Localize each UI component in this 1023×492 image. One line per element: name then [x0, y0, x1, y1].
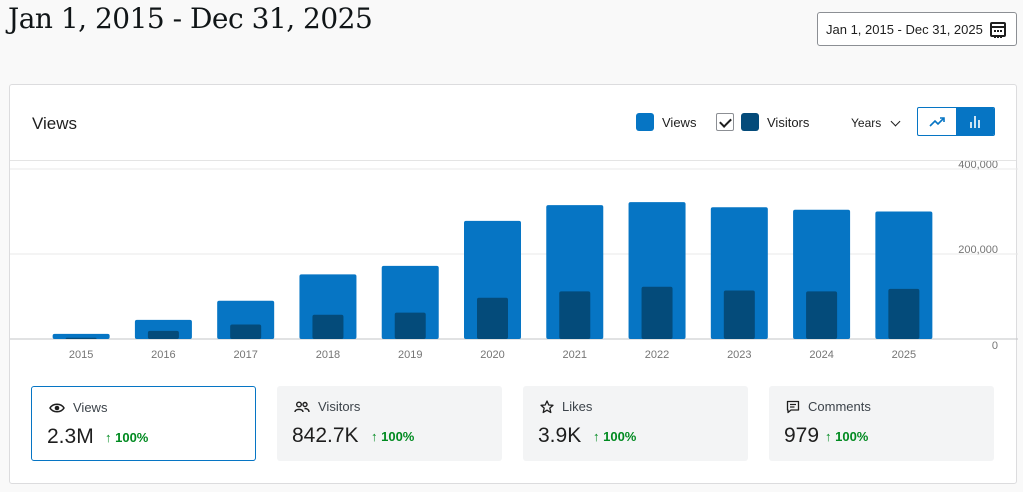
legend-visitors-label: Visitors — [767, 114, 810, 130]
views-bar-chart: 0 200,000 400,000 2015 2016 2017 2018 2019 2020 2… — [10, 161, 1018, 361]
bar-chart-button[interactable] — [956, 108, 994, 135]
bar-visitors-2019[interactable] — [394, 312, 426, 339]
tile-likes-label-row: Likes — [540, 399, 592, 414]
x-tick-label: 2025 — [892, 349, 916, 361]
date-range-button[interactable]: Jan 1, 2015 - Dec 31, 2025 — [817, 12, 1017, 46]
tile-comments-value: 979 — [784, 424, 820, 447]
tile-likes-label: Likes — [562, 399, 593, 414]
tile-visitors[interactable]: Visitors 842.7K ↑ 100% — [277, 386, 502, 461]
visitors-checkbox[interactable] — [716, 113, 734, 131]
legend-views: Views — [636, 113, 696, 131]
chevron-down-icon — [890, 116, 901, 126]
x-tick-label: 2024 — [809, 349, 833, 361]
bar-visitors-2017[interactable] — [230, 324, 262, 339]
views-swatch — [636, 113, 654, 131]
tile-views-change: ↑ 100% — [105, 430, 149, 445]
period-select[interactable]: Years — [851, 116, 901, 130]
page-title: Jan 1, 2015 - Dec 31, 2025 — [8, 2, 373, 35]
x-tick-label: 2022 — [645, 349, 669, 361]
calendar-icon — [990, 22, 1006, 38]
bar-visitors-2024[interactable] — [806, 291, 838, 339]
bar-visitors-2020[interactable] — [477, 297, 508, 339]
y-tick-label: 400,000 — [958, 161, 998, 171]
tile-visitors-label: Visitors — [318, 399, 361, 414]
x-tick-label: 2019 — [398, 349, 422, 361]
tile-comments-change: ↑ 100% — [825, 429, 869, 444]
tile-views-label-row: Views — [49, 400, 107, 415]
tile-likes-value: 3.9K — [538, 424, 582, 447]
bar-visitors-2021[interactable] — [559, 291, 591, 339]
tile-views[interactable]: Views 2.3M ↑ 100% — [31, 386, 256, 461]
x-tick-label: 2021 — [563, 349, 587, 361]
period-label: Years — [851, 116, 882, 130]
tile-visitors-label-row: Visitors — [294, 399, 360, 414]
y-tick-label: 0 — [992, 340, 998, 352]
tile-views-value: 2.3M — [47, 425, 94, 448]
line-chart-button[interactable] — [918, 108, 956, 135]
views-card: Views Views Visitors Years — [9, 84, 1018, 484]
stats-tiles: Views 2.3M ↑ 100% Visitors 842.7K ↑ 100% — [31, 386, 996, 461]
bar-visitors-2023[interactable] — [723, 290, 755, 339]
trending-up-icon — [929, 116, 945, 127]
bar-visitors-2025[interactable] — [888, 288, 920, 339]
tile-comments-label-row: Comments — [786, 399, 871, 414]
tile-comments-label: Comments — [808, 399, 871, 414]
y-tick-label: 200,000 — [958, 244, 998, 256]
star-icon — [540, 399, 554, 413]
tile-likes[interactable]: Likes 3.9K ↑ 100% — [523, 386, 748, 461]
card-title: Views — [32, 114, 78, 133]
bar-visitors-2018[interactable] — [312, 314, 344, 339]
x-tick-label: 2016 — [151, 349, 175, 361]
bar-visitors-2015[interactable] — [65, 337, 97, 339]
tile-visitors-change: ↑ 100% — [371, 429, 415, 444]
bar-visitors-2016[interactable] — [147, 330, 179, 339]
x-tick-label: 2018 — [316, 349, 340, 361]
eye-icon — [49, 403, 65, 412]
people-icon — [294, 401, 310, 412]
chart-type-toggle — [917, 107, 995, 136]
x-tick-label: 2015 — [69, 349, 93, 361]
x-tick-label: 2017 — [233, 349, 257, 361]
legend-visitors[interactable]: Visitors — [716, 113, 809, 131]
visitors-swatch — [741, 113, 759, 131]
card-header: Views Views Visitors Years — [10, 85, 1016, 161]
tile-visitors-value: 842.7K — [292, 424, 359, 447]
bar-chart-icon — [970, 115, 980, 128]
x-tick-label: 2020 — [480, 349, 504, 361]
comment-icon — [786, 400, 800, 413]
tile-comments[interactable]: Comments 979 ↑ 100% — [769, 386, 994, 461]
bar-views-2015[interactable] — [52, 333, 110, 339]
tile-likes-change: ↑ 100% — [593, 429, 637, 444]
tile-views-label: Views — [73, 400, 108, 415]
bar-visitors-2022[interactable] — [641, 286, 673, 339]
legend-views-label: Views — [662, 114, 697, 130]
x-tick-label: 2023 — [727, 349, 751, 361]
date-range-label: Jan 1, 2015 - Dec 31, 2025 — [826, 21, 983, 37]
